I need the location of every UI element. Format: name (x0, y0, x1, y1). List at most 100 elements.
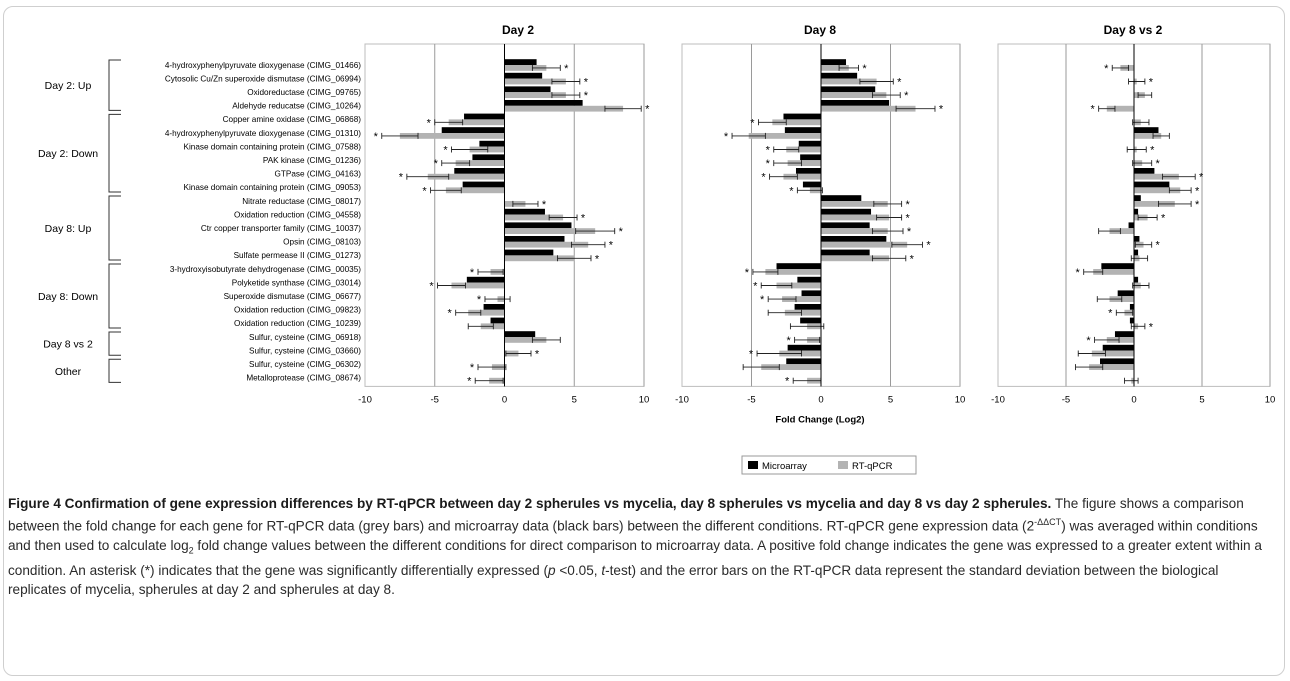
significance-asterisk: * (477, 294, 482, 306)
caption-figure-label: Figure 4 (8, 496, 61, 511)
significance-asterisk: * (749, 349, 754, 361)
caption-p-symbol: p (548, 562, 556, 578)
x-tick-label: 5 (888, 394, 893, 405)
gene-label: Nitrate reductase (CIMG_08017) (242, 197, 361, 206)
group-bracket (108, 331, 121, 356)
microarray-bar (802, 181, 821, 188)
significance-asterisk: * (1161, 213, 1166, 225)
significance-asterisk: * (926, 240, 931, 252)
microarray-bar (504, 59, 537, 65)
caption-title: Confirmation of gene expression differen… (64, 496, 1052, 511)
significance-asterisk: * (1086, 335, 1091, 347)
microarray-bar (1134, 208, 1139, 215)
figure-frame (3, 6, 1285, 676)
microarray-bar (1114, 331, 1134, 337)
rtqpcr-bar (504, 65, 547, 71)
significance-asterisk: * (448, 308, 453, 320)
microarray-bar (504, 249, 554, 256)
rtqpcr-bar (821, 105, 916, 112)
x-tick-label: 10 (955, 394, 966, 405)
rtqpcr-bar (1134, 133, 1162, 139)
rtqpcr-bar (821, 201, 888, 207)
microarray-bar (504, 236, 565, 242)
microarray-bar (1117, 290, 1134, 297)
rtqpcr-bar (451, 282, 505, 289)
gene-label: Ctr copper transporter family (CIMG_1003… (201, 224, 361, 233)
gene-label: Aldehyde reducatse (CIMG_10264) (232, 102, 361, 111)
rtqpcr-bar (1134, 201, 1175, 207)
microarray-bar (466, 276, 505, 283)
microarray-bar (821, 195, 862, 201)
rtqpcr-bar (445, 187, 505, 194)
microarray-bar (801, 290, 821, 297)
rtqpcr-bar (455, 160, 505, 166)
gene-label: Kinase domain containing protein (CIMG_0… (184, 183, 362, 192)
group-bracket (108, 358, 121, 383)
microarray-bar (1134, 168, 1155, 174)
significance-asterisk: * (1076, 267, 1081, 279)
gene-label: Sulfur, cysteine (CIMG_06918) (249, 333, 361, 342)
significance-asterisk: * (535, 349, 540, 361)
significance-asterisk: * (939, 104, 944, 116)
rtqpcr-bar (782, 296, 821, 302)
x-tick-label: 10 (1265, 394, 1276, 405)
x-axis-title: Fold Change (Log2) (775, 414, 864, 425)
gene-label: GTPase (CIMG_04163) (275, 170, 362, 179)
microarray-bar (490, 317, 505, 324)
rtqpcr-bar (821, 255, 890, 262)
gene-label: Polyketide synthase (CIMG_03014) (232, 278, 362, 287)
rtqpcr-bar (504, 255, 575, 262)
rtqpcr-bar (784, 309, 821, 316)
significance-asterisk: * (1150, 145, 1155, 157)
rtqpcr-bar (1109, 228, 1134, 234)
significance-asterisk: * (564, 63, 569, 75)
significance-asterisk: * (1149, 321, 1154, 333)
significance-asterisk: * (1195, 185, 1200, 197)
significance-asterisk: * (786, 335, 791, 347)
significance-asterisk: * (862, 63, 867, 75)
significance-asterisk: * (1156, 158, 1161, 170)
gene-label: Oxidation reduction (CIMG_09823) (234, 306, 361, 315)
rtqpcr-bar (448, 119, 505, 126)
group-bracket (108, 195, 121, 261)
microarray-bar (821, 86, 876, 93)
group-bracket (108, 263, 121, 329)
gene-label: Cytosolic Cu/Zn superoxide dismutase (CI… (165, 74, 361, 83)
gene-label: Sulfur, cysteine (CIMG_06302) (249, 360, 361, 369)
x-tick-label: 0 (502, 394, 507, 405)
microarray-bar (787, 344, 821, 351)
significance-asterisk: * (907, 226, 912, 238)
significance-asterisk: * (374, 131, 379, 143)
microarray-bar (821, 59, 847, 65)
significance-asterisk: * (467, 376, 472, 388)
microarray-bar (776, 263, 821, 269)
legend-swatch-rtqpcr (838, 461, 848, 469)
significance-asterisk: * (581, 213, 586, 225)
significance-asterisk: * (422, 185, 427, 197)
microarray-bar (483, 304, 505, 310)
rtqpcr-bar (504, 92, 566, 98)
rtqpcr-bar (1091, 350, 1134, 357)
microarray-bar (1134, 236, 1140, 242)
rtqpcr-bar (765, 269, 821, 275)
microarray-bar (1101, 263, 1134, 269)
significance-asterisk: * (766, 158, 771, 170)
caption-text-4: <0.05, (555, 562, 602, 578)
microarray-bar (798, 140, 821, 147)
group-bracket (108, 113, 121, 193)
panel-title: Day 8 vs 2 (1104, 23, 1163, 37)
group-bracket (108, 59, 121, 111)
significance-asterisk: * (905, 213, 910, 225)
microarray-bar (800, 317, 821, 324)
microarray-bar (454, 168, 505, 174)
microarray-bar (1100, 358, 1134, 365)
x-tick-label: -5 (431, 394, 439, 405)
gene-label: Oxidation reduction (CIMG_10239) (234, 319, 361, 328)
rtqpcr-bar (783, 173, 821, 180)
group-label: Day 8: Up (45, 223, 92, 235)
legend-box (741, 455, 917, 475)
microarray-bar (1129, 304, 1134, 310)
x-tick-label: -5 (1062, 394, 1070, 405)
x-tick-label: 5 (1199, 394, 1204, 405)
significance-asterisk: * (897, 77, 902, 89)
